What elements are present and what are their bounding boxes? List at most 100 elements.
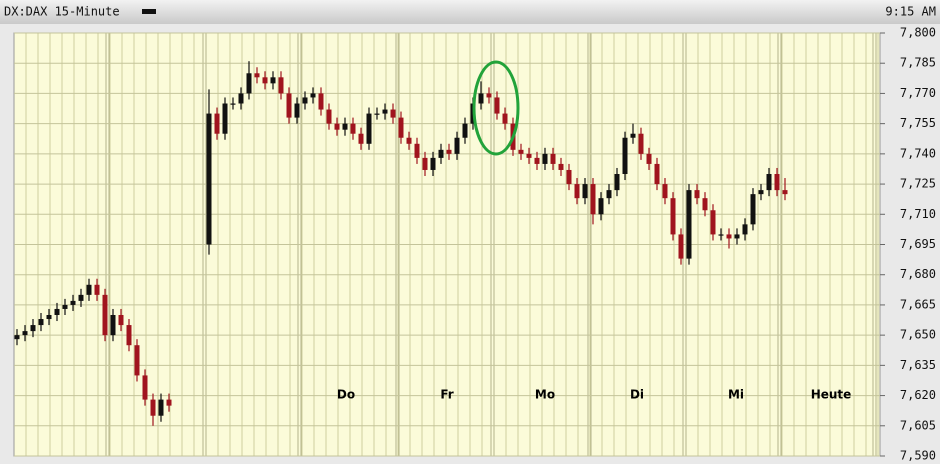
candle-body (430, 157, 436, 170)
candle-body (350, 123, 356, 134)
candle-body (742, 224, 748, 235)
candle-body (406, 137, 412, 144)
candle-body (54, 308, 60, 315)
y-tick-label: 7,785 (900, 56, 936, 70)
candle-body (398, 117, 404, 138)
candle-body (758, 190, 764, 195)
candle-body (14, 335, 20, 340)
candle-body (326, 109, 332, 124)
day-label: Do (337, 388, 355, 402)
candle-body (726, 234, 732, 239)
candle-body (638, 133, 644, 154)
candle-body (46, 315, 52, 320)
candle-body (238, 93, 244, 104)
candle-body (278, 77, 284, 94)
candle-body (502, 113, 508, 124)
candle-body (662, 184, 668, 199)
candle-body (286, 93, 292, 118)
menu-icon (142, 9, 156, 14)
candle-body (614, 174, 620, 191)
day-label: Fr (440, 388, 453, 402)
candle-body (670, 198, 676, 235)
candle-body (342, 123, 348, 130)
candle-body (518, 149, 524, 154)
y-tick-label: 7,680 (900, 267, 936, 281)
y-tick-label: 7,695 (900, 237, 936, 251)
y-tick-label: 7,605 (900, 418, 936, 432)
candle-body (358, 133, 364, 144)
highlight-ellipse (472, 60, 520, 156)
candle-body (150, 399, 156, 416)
candle-body (534, 157, 540, 164)
y-tick-label: 7,800 (900, 26, 936, 40)
candle-body (454, 137, 460, 154)
candle-body (310, 93, 316, 98)
candle-body (750, 194, 756, 225)
y-tick-label: 7,635 (900, 358, 936, 372)
candle-body (30, 325, 36, 332)
y-tick-label: 7,665 (900, 297, 936, 311)
candle-body (646, 153, 652, 164)
candle-body (574, 184, 580, 199)
candle-body (710, 210, 716, 235)
day-label: Heute (811, 388, 852, 402)
day-label: Mo (535, 388, 555, 402)
candle-body (118, 315, 124, 326)
candle-body (374, 113, 380, 115)
candle-body (142, 375, 148, 400)
candle-body (246, 73, 252, 94)
candle-body (126, 325, 132, 346)
candle-body (678, 234, 684, 259)
candle-body (422, 157, 428, 170)
candles (14, 61, 788, 426)
candle-body (622, 137, 628, 174)
candle-body (382, 109, 388, 114)
candle-body (366, 113, 372, 144)
header-bar (0, 0, 940, 24)
candle-body (654, 163, 660, 185)
candle-body (78, 294, 84, 301)
candle-body (294, 103, 300, 118)
candle-body (230, 103, 236, 105)
candle-body (702, 198, 708, 211)
candle-body (734, 234, 740, 239)
candle-body (566, 169, 572, 185)
candle-body (686, 190, 692, 259)
chart-title: DX:DAX 15-Minute (4, 5, 120, 19)
candle-body (86, 284, 92, 295)
candle-body (558, 163, 564, 170)
candle-body (582, 184, 588, 199)
candle-body (718, 234, 724, 236)
candle-body (206, 113, 212, 245)
y-tick-label: 7,725 (900, 177, 936, 191)
y-tick-label: 7,755 (900, 116, 936, 130)
candle-body (598, 198, 604, 215)
candle-body (70, 300, 76, 305)
candle-body (486, 93, 492, 98)
candle-body (446, 149, 452, 154)
candle-body (606, 190, 612, 199)
candle-body (22, 331, 28, 336)
day-label: Di (630, 388, 644, 402)
candle-body (438, 149, 444, 158)
y-tick-label: 7,620 (900, 388, 936, 402)
candle-body (318, 93, 324, 110)
candle-body (590, 184, 596, 215)
candle-body (782, 190, 788, 195)
candle-body (302, 97, 308, 104)
day-label: Mi (728, 388, 744, 402)
candle-body (102, 294, 108, 336)
y-tick-label: 7,770 (900, 86, 936, 100)
candle-body (254, 73, 260, 78)
candle-body (38, 319, 44, 326)
candle-body (214, 113, 220, 134)
candle-body (62, 304, 68, 309)
candle-body (414, 143, 420, 158)
candle-body (526, 153, 532, 158)
candle-body (158, 399, 164, 416)
candle-body (462, 123, 468, 138)
candle-body (334, 123, 340, 130)
candle-body (494, 97, 500, 114)
y-tick-label: 7,650 (900, 328, 936, 342)
candle-body (94, 284, 100, 295)
